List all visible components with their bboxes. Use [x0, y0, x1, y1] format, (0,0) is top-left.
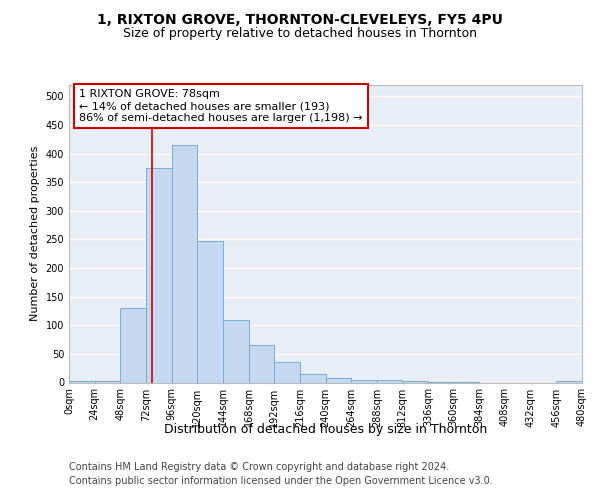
Text: 1 RIXTON GROVE: 78sqm
← 14% of detached houses are smaller (193)
86% of semi-det: 1 RIXTON GROVE: 78sqm ← 14% of detached …: [79, 90, 363, 122]
Bar: [377, 380, 403, 382]
Text: 1, RIXTON GROVE, THORNTON-CLEVELEYS, FY5 4PU: 1, RIXTON GROVE, THORNTON-CLEVELEYS, FY5…: [97, 12, 503, 26]
Bar: [121, 308, 146, 382]
Bar: [172, 145, 197, 382]
Text: Size of property relative to detached houses in Thornton: Size of property relative to detached ho…: [123, 28, 477, 40]
Y-axis label: Number of detached properties: Number of detached properties: [30, 146, 40, 322]
Bar: [197, 240, 223, 382]
Bar: [223, 320, 248, 382]
Text: Distribution of detached houses by size in Thornton: Distribution of detached houses by size …: [164, 422, 487, 436]
Bar: [274, 362, 300, 382]
Bar: [248, 346, 274, 383]
Bar: [95, 381, 121, 382]
Bar: [69, 381, 95, 382]
Bar: [351, 380, 377, 382]
Bar: [325, 378, 351, 382]
Text: Contains HM Land Registry data © Crown copyright and database right 2024.
Contai: Contains HM Land Registry data © Crown c…: [69, 462, 493, 486]
Bar: [146, 168, 172, 382]
Bar: [300, 374, 325, 382]
